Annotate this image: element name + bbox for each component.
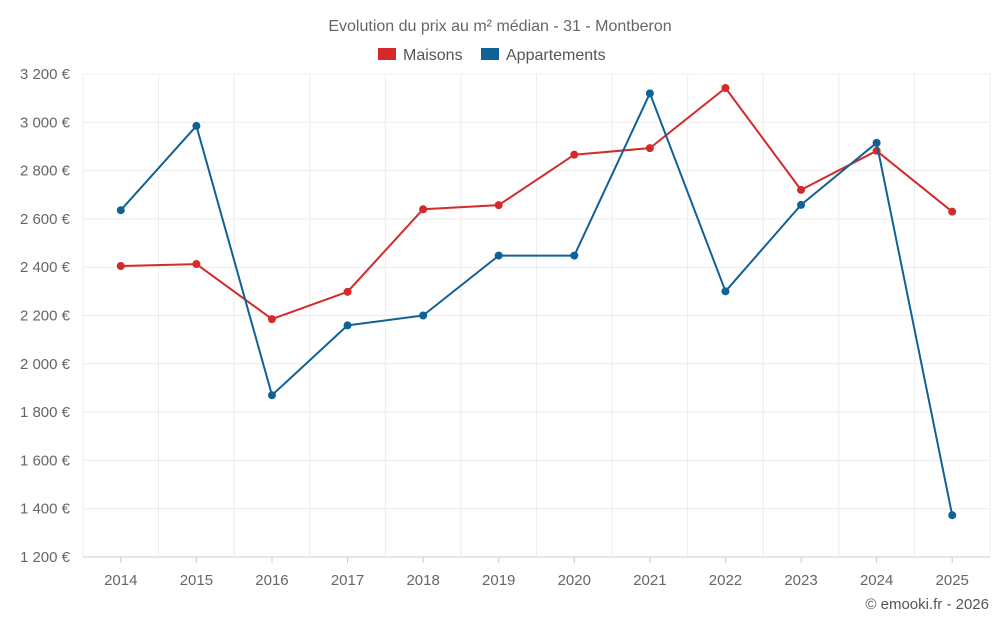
x-tick-label: 2018 — [406, 572, 439, 589]
y-tick-label: 2 000 € — [20, 356, 71, 373]
y-tick-label: 2 800 € — [20, 163, 71, 180]
data-point-appartements[interactable] — [797, 200, 806, 209]
series-maisons — [116, 84, 957, 324]
x-tick-label: 2017 — [331, 572, 364, 589]
y-tick-label: 3 200 € — [20, 66, 71, 83]
y-tick-label: 2 600 € — [20, 211, 71, 228]
data-point-maisons[interactable] — [570, 150, 579, 159]
data-point-appartements[interactable] — [494, 251, 503, 260]
y-tick-label: 2 400 € — [20, 259, 71, 276]
series-appartements — [116, 89, 957, 520]
legend: Maisons Appartements — [378, 47, 606, 64]
x-tick-label: 2022 — [709, 572, 742, 589]
y-tick-label: 1 200 € — [20, 549, 71, 566]
legend-item-maisons[interactable]: Maisons — [378, 47, 463, 64]
x-tick-label: 2024 — [860, 572, 893, 589]
data-point-appartements[interactable] — [192, 121, 201, 130]
data-point-maisons[interactable] — [721, 84, 730, 93]
x-tick-label: 2016 — [255, 572, 288, 589]
data-point-appartements[interactable] — [872, 138, 881, 147]
data-point-maisons[interactable] — [797, 185, 806, 194]
y-tick-label: 3 000 € — [20, 114, 71, 131]
series-line-appartements — [120, 92, 954, 516]
x-tick-label: 2019 — [482, 572, 515, 589]
data-point-appartements[interactable] — [570, 251, 579, 260]
data-point-maisons[interactable] — [494, 201, 503, 210]
data-point-appartements[interactable] — [419, 311, 428, 320]
legend-swatch-appartements — [481, 48, 499, 60]
x-tick-label: 2015 — [180, 572, 213, 589]
data-point-appartements[interactable] — [645, 89, 654, 98]
data-point-maisons[interactable] — [343, 287, 352, 296]
data-point-maisons[interactable] — [116, 261, 125, 270]
data-point-appartements[interactable] — [948, 511, 957, 520]
y-tick-label: 1 400 € — [20, 501, 71, 518]
legend-label-appartements: Appartements — [506, 47, 606, 64]
grid — [82, 73, 991, 558]
y-axis: 1 200 € 1 400 € 1 600 € 1 800 € 2 000 € 2 200… — [20, 66, 71, 566]
y-tick-label: 2 200 € — [20, 308, 71, 325]
y-tick-label: 1 800 € — [20, 404, 71, 421]
y-tick-label: 1 600 € — [20, 452, 71, 469]
chart-title: Evolution du prix au m² médian - 31 - Mo… — [328, 18, 671, 35]
data-point-maisons[interactable] — [419, 205, 428, 214]
series — [116, 84, 957, 520]
x-axis: 2014 2015 2016 2017 2018 2019 2020 2021 2022 2023… — [104, 557, 969, 589]
series-line-maisons — [120, 87, 953, 321]
legend-label-maisons: Maisons — [403, 47, 463, 64]
data-point-appartements[interactable] — [116, 206, 125, 215]
legend-item-appartements[interactable]: Appartements — [481, 47, 606, 64]
data-point-maisons[interactable] — [645, 144, 654, 153]
data-point-maisons[interactable] — [948, 207, 957, 216]
data-point-maisons[interactable] — [267, 315, 276, 324]
x-tick-label: 2014 — [104, 572, 137, 589]
x-tick-label: 2023 — [784, 572, 817, 589]
x-tick-label: 2021 — [633, 572, 666, 589]
data-point-appartements[interactable] — [721, 287, 730, 296]
data-point-appartements[interactable] — [267, 391, 276, 400]
legend-swatch-maisons — [378, 48, 396, 60]
x-tick-label: 2020 — [558, 572, 591, 589]
data-point-appartements[interactable] — [343, 321, 352, 330]
x-tick-label: 2025 — [936, 572, 969, 589]
data-point-maisons[interactable] — [192, 260, 201, 269]
credit-text: © emooki.fr - 2026 — [865, 596, 989, 613]
